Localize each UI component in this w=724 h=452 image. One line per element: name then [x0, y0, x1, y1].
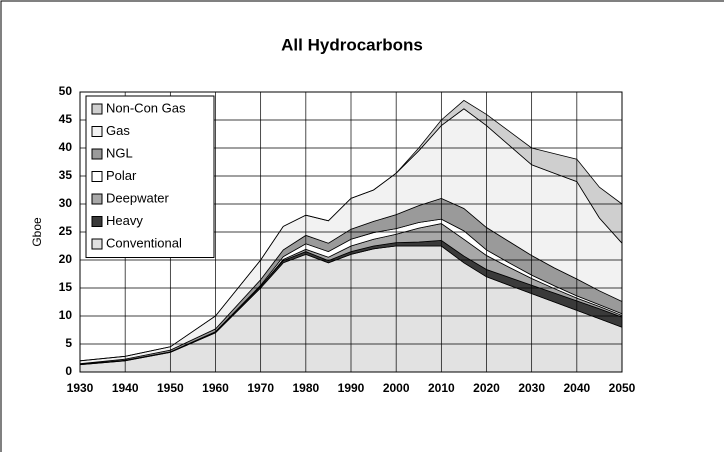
y-tick-label: 5 — [65, 336, 72, 350]
y-tick-label: 0 — [65, 364, 72, 378]
legend-label: Polar — [106, 168, 137, 183]
legend-label: Gas — [106, 123, 130, 138]
x-tick-label: 1930 — [67, 381, 94, 395]
y-tick-label: 30 — [59, 196, 73, 210]
legend — [85, 95, 215, 258]
legend-swatch — [91, 238, 103, 250]
legend-swatch — [91, 171, 103, 182]
y-tick-label: 45 — [59, 112, 73, 126]
y-tick-label: 40 — [59, 140, 73, 154]
plot-border — [79, 91, 623, 373]
x-tick-label: 2010 — [428, 381, 455, 395]
chart-title: All Hydrocarbons — [281, 35, 423, 54]
x-tick-label: 1970 — [247, 381, 274, 395]
legend-swatch — [91, 193, 103, 205]
legend-label: Non-Con Gas — [106, 100, 186, 115]
x-tick-label: 2030 — [518, 381, 545, 395]
x-tick-label: 2000 — [383, 381, 410, 395]
y-tick-label: 25 — [59, 224, 73, 238]
y-tick-label: 35 — [59, 168, 73, 182]
x-tick-label: 2050 — [609, 381, 636, 395]
y-tick-label: 10 — [59, 308, 73, 322]
legend-swatch — [91, 103, 103, 115]
x-tick-label: 1980 — [292, 381, 319, 395]
y-tick-label: 20 — [59, 252, 73, 266]
y-tick-label: 15 — [59, 280, 73, 294]
legend-label: NGL — [106, 145, 133, 160]
legend-label: Deepwater — [106, 190, 170, 205]
y-tick-label: 50 — [59, 84, 73, 98]
y-axis-label: Gboe — [30, 217, 44, 247]
legend-swatch — [91, 216, 103, 227]
x-tick-label: 1950 — [157, 381, 184, 395]
x-tick-label: 2020 — [473, 381, 500, 395]
legend-label: Heavy — [106, 213, 143, 228]
legend-swatch — [91, 148, 103, 160]
x-tick-label: 1990 — [338, 381, 365, 395]
x-tick-label: 1960 — [202, 381, 229, 395]
x-tick-label: 2040 — [563, 381, 590, 395]
x-tick-label: 1940 — [112, 381, 139, 395]
legend-label: Conventional — [106, 235, 182, 250]
legend-swatch — [91, 126, 103, 137]
